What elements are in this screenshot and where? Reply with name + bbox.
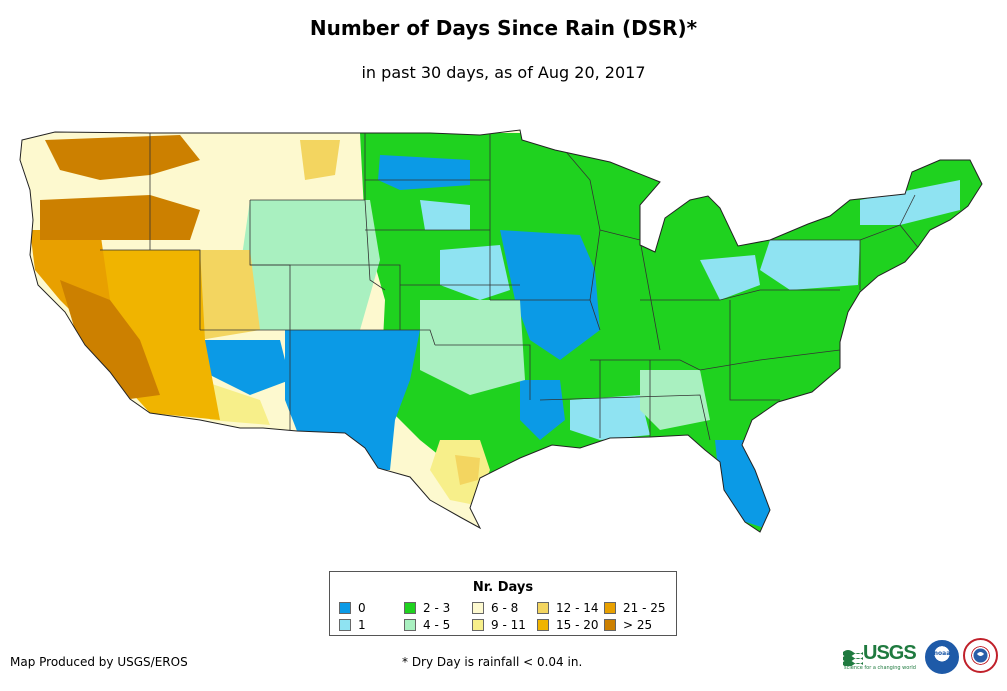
usgs-logo-text: USGS — [863, 642, 917, 664]
legend-swatch — [604, 601, 616, 614]
legend-item: 1 — [339, 617, 366, 632]
legend-label: > 25 — [623, 617, 653, 632]
legend-item: 4 - 5 — [404, 617, 451, 632]
legend-item: 6 - 8 — [472, 600, 519, 615]
nws-logo — [963, 638, 998, 673]
legend-item: 2 - 3 — [404, 600, 451, 615]
usgs-logo: USGS science for a changing world — [843, 642, 921, 671]
legend-swatch — [339, 601, 351, 614]
dsr-color-regions — [20, 130, 982, 532]
legend-swatch — [404, 601, 416, 614]
legend-swatch — [604, 618, 616, 631]
map-credit: Map Produced by USGS/EROS — [10, 655, 188, 669]
noaa-logo-text: noaa — [933, 650, 951, 657]
legend-label: 12 - 14 — [556, 600, 599, 615]
legend-swatch — [339, 618, 351, 631]
legend-label: 21 - 25 — [623, 600, 666, 615]
legend-label: 4 - 5 — [423, 617, 451, 632]
legend-swatch — [472, 618, 484, 631]
map-subtitle: in past 30 days, as of Aug 20, 2017 — [361, 63, 646, 82]
state-borders — [100, 132, 921, 441]
legend-label: 0 — [358, 600, 366, 615]
usgs-wave-icon — [843, 650, 863, 666]
legend-label: 1 — [358, 617, 366, 632]
nws-icon — [973, 648, 988, 663]
legend-swatch — [472, 601, 484, 614]
legend-swatch — [404, 618, 416, 631]
legend-label: 15 - 20 — [556, 617, 599, 632]
map-title: Number of Days Since Rain (DSR)* — [309, 16, 698, 40]
usgs-tagline: science for a changing world — [844, 665, 916, 671]
legend-item: > 25 — [604, 617, 653, 632]
legend-label: 9 - 11 — [491, 617, 526, 632]
legend-swatch — [537, 601, 549, 614]
legend-swatch — [537, 618, 549, 631]
legend-item: 9 - 11 — [472, 617, 526, 632]
us-dsr-map — [19, 129, 983, 533]
legend-label: 2 - 3 — [423, 600, 451, 615]
legend-item: 15 - 20 — [537, 617, 599, 632]
dry-day-footnote: * Dry Day is rainfall < 0.04 in. — [402, 655, 583, 669]
map-legend: Nr. Days 0 1 2 - 3 4 - 5 6 - 8 9 - 11 12… — [329, 571, 677, 636]
legend-item: 12 - 14 — [537, 600, 599, 615]
legend-title: Nr. Days — [472, 580, 534, 595]
legend-item: 21 - 25 — [604, 600, 666, 615]
legend-item: 0 — [339, 600, 366, 615]
legend-label: 6 - 8 — [491, 600, 519, 615]
noaa-logo: noaa — [925, 640, 959, 674]
